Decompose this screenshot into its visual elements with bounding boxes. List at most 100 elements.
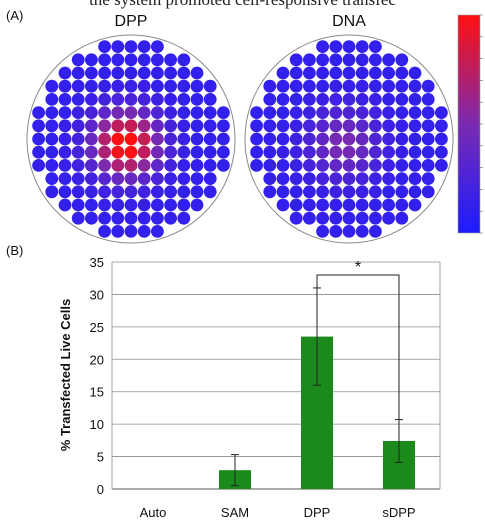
heatmap-cell <box>355 53 369 67</box>
heatmap-cell <box>329 132 343 146</box>
heatmap-cell <box>289 185 303 199</box>
heatmap-cell <box>289 211 303 225</box>
heatmap-cell <box>382 66 395 80</box>
heatmap-cell <box>190 93 204 106</box>
heatmap-cell <box>355 66 369 80</box>
heatmap-cell <box>111 172 125 186</box>
heatmap-cell <box>276 185 290 199</box>
heatmap-cell <box>45 145 59 159</box>
heatmap-cell <box>124 79 138 93</box>
heatmap-cell <box>45 106 59 119</box>
y-tick-label: 20 <box>90 352 104 367</box>
heatmap-cell <box>137 145 151 159</box>
heatmap-cell <box>289 145 303 159</box>
heatmap-cell <box>137 79 151 93</box>
heatmap-cell <box>203 106 217 119</box>
heatmap-cell <box>164 119 178 133</box>
heatmap-cell <box>151 172 164 186</box>
heatmap-cell <box>137 106 151 119</box>
heatmap-cell <box>355 119 369 133</box>
heatmap-cell <box>32 159 45 172</box>
heatmap-cell <box>164 172 178 186</box>
heatmap-cell <box>151 198 164 212</box>
heatmap-cell <box>190 159 204 172</box>
heatmap-cell <box>58 79 72 93</box>
heatmap-cell <box>263 106 277 119</box>
heatmap-cell <box>217 119 230 133</box>
heatmap-cell <box>408 159 422 172</box>
heatmap-cell <box>98 79 111 93</box>
y-tick-label: 10 <box>90 417 104 432</box>
heatmap-cell <box>408 198 422 212</box>
heatmap-cell <box>303 132 316 146</box>
heatmap-cell <box>45 172 59 186</box>
heatmap-cell <box>276 145 290 159</box>
heatmap-cell <box>111 185 125 199</box>
heatmap-cell <box>355 211 369 225</box>
heatmap-cell <box>421 93 435 106</box>
heatmap-cell <box>45 185 59 199</box>
heatmap-cell <box>408 132 422 146</box>
heatmap-cell <box>85 79 98 93</box>
heatmap-cell <box>435 119 448 133</box>
heatmap-cell <box>151 79 164 93</box>
heatmap-cell <box>190 119 204 133</box>
heatmap-cell <box>382 119 395 133</box>
heatmap-cell <box>395 185 409 199</box>
heatmap-cell <box>276 172 290 186</box>
heatmap-cell <box>85 145 98 159</box>
heatmap-cell <box>98 145 111 159</box>
heatmap-cell <box>395 132 409 146</box>
colorbar <box>457 14 483 234</box>
heatmap-cell <box>395 66 409 80</box>
heatmap-cell <box>151 40 164 53</box>
heatmap-cell <box>316 145 329 159</box>
heatmap-cell <box>289 132 303 146</box>
heatmap-cell <box>263 172 277 186</box>
heatmap-cell <box>329 198 343 212</box>
heatmap-cell <box>71 106 85 119</box>
heatmap-cell <box>58 159 72 172</box>
heatmap-cell <box>395 159 409 172</box>
heatmap-cell <box>382 185 395 199</box>
heatmap-cell <box>71 66 85 80</box>
heatmap-cell <box>85 198 98 212</box>
heatmap-cell <box>151 53 164 67</box>
y-tick-label: 0 <box>97 482 104 497</box>
heatmap-cell <box>190 79 204 93</box>
heatmap-cell <box>58 119 72 133</box>
heatmap-cell <box>177 211 191 225</box>
heatmap-cell <box>151 211 164 225</box>
heatmap-cell <box>329 172 343 186</box>
significance-star: * <box>355 259 361 276</box>
heatmap-cell <box>329 211 343 225</box>
heatmap-cell <box>276 119 290 133</box>
heatmap-cell <box>276 106 290 119</box>
heatmap-cell <box>85 66 98 80</box>
heatmap-cell <box>203 159 217 172</box>
heatmap-cell <box>98 172 111 186</box>
significance-bracket <box>316 274 400 420</box>
heatmap-cell <box>111 79 125 93</box>
heatmap-cell <box>85 53 98 67</box>
heatmap-cell <box>177 53 191 67</box>
heatmap-cell <box>382 172 395 186</box>
heatmap-cell <box>342 132 356 146</box>
heatmap-cell <box>98 185 111 199</box>
heatmap-cell <box>137 40 151 53</box>
heatmap-cell <box>45 159 59 172</box>
heatmap-cell <box>421 106 435 119</box>
heatmap-cell <box>217 106 230 119</box>
heatmap-cell <box>329 225 343 238</box>
heatmap-cell <box>137 198 151 212</box>
heatmap-cell <box>137 132 151 146</box>
heatmap-cell <box>85 119 98 133</box>
heatmap-cell <box>382 79 395 93</box>
heatmap-cell <box>58 198 72 212</box>
heatmap-cell <box>316 132 329 146</box>
heatmap-cell <box>303 211 316 225</box>
heatmap-cell <box>177 93 191 106</box>
heatmap-cell <box>316 93 329 106</box>
heatmap-cell <box>303 93 316 106</box>
heatmap-cell <box>382 159 395 172</box>
